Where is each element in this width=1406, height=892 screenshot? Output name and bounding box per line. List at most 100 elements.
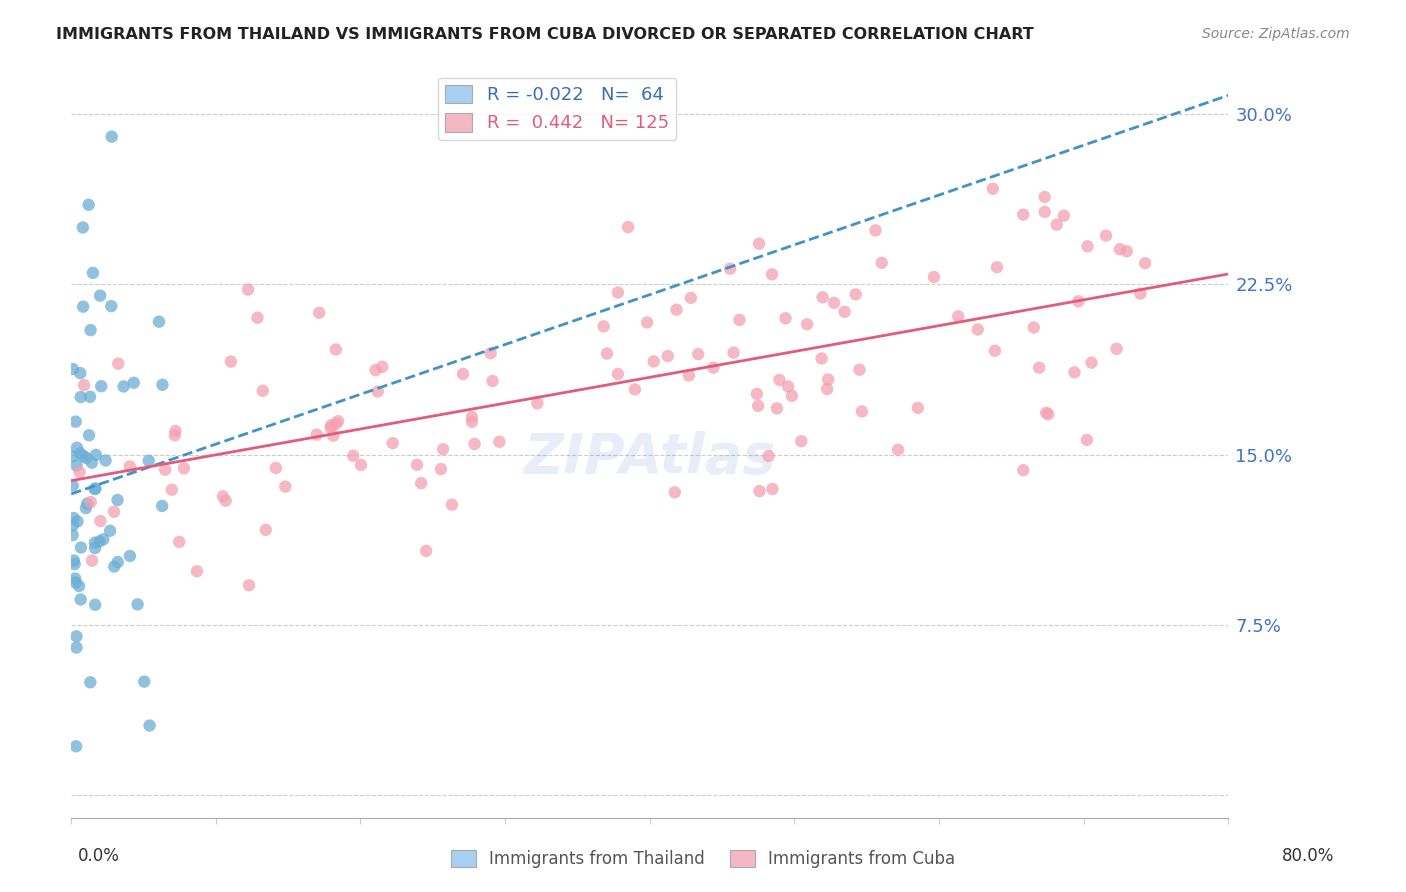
Point <box>728 313 751 327</box>
Point <box>643 354 665 368</box>
Point <box>89 288 111 302</box>
Point <box>62 528 84 542</box>
Point <box>173 461 195 475</box>
Point <box>163 428 186 442</box>
Point <box>1035 406 1057 420</box>
Point <box>79 323 101 337</box>
Point <box>986 260 1008 275</box>
Point <box>103 559 125 574</box>
Point <box>342 449 364 463</box>
Point <box>94 453 117 467</box>
Point <box>274 479 297 493</box>
Point <box>66 818 89 832</box>
Point <box>766 401 789 416</box>
Point <box>350 458 373 472</box>
Point <box>1012 463 1035 477</box>
Point <box>62 518 84 533</box>
Point <box>107 357 129 371</box>
Point <box>848 362 870 376</box>
Point <box>65 458 87 473</box>
Point <box>1046 218 1069 232</box>
Point <box>236 283 259 297</box>
Legend: Immigrants from Thailand, Immigrants from Cuba: Immigrants from Thailand, Immigrants fro… <box>444 843 962 875</box>
Point <box>62 450 84 464</box>
Point <box>148 315 170 329</box>
Point <box>69 366 91 380</box>
Point <box>165 424 187 438</box>
Point <box>72 220 94 235</box>
Point <box>488 434 510 449</box>
Point <box>103 505 125 519</box>
Point <box>325 417 347 431</box>
Point <box>63 557 86 571</box>
Text: 0.0%: 0.0% <box>77 847 120 864</box>
Point <box>305 427 328 442</box>
Point <box>745 387 768 401</box>
Point <box>1053 209 1076 223</box>
Point <box>325 343 347 357</box>
Point <box>440 498 463 512</box>
Point <box>75 450 97 465</box>
Point <box>607 367 630 381</box>
Point <box>679 291 702 305</box>
Point <box>775 311 797 326</box>
Point <box>69 390 91 404</box>
Point <box>215 493 238 508</box>
Point <box>69 465 91 479</box>
Point <box>778 379 800 393</box>
Point <box>636 315 658 329</box>
Point <box>664 485 686 500</box>
Point <box>84 598 107 612</box>
Point <box>91 533 114 547</box>
Point <box>411 476 433 491</box>
Point <box>65 640 87 655</box>
Point <box>69 592 91 607</box>
Point <box>65 415 87 429</box>
Point <box>865 223 887 237</box>
Point <box>79 390 101 404</box>
Point <box>948 310 970 324</box>
Point <box>790 434 813 449</box>
Point <box>702 360 724 375</box>
Text: 80.0%: 80.0% <box>1281 847 1334 864</box>
Point <box>70 541 93 555</box>
Point <box>65 739 87 754</box>
Point <box>1033 205 1056 219</box>
Point <box>984 343 1007 358</box>
Point <box>89 514 111 528</box>
Point <box>90 379 112 393</box>
Point <box>67 579 90 593</box>
Point <box>1105 342 1128 356</box>
Point <box>62 362 84 376</box>
Point <box>138 718 160 732</box>
Point <box>62 478 84 492</box>
Point <box>84 535 107 549</box>
Point <box>118 459 141 474</box>
Point <box>1033 190 1056 204</box>
Point <box>219 354 242 368</box>
Point <box>688 347 710 361</box>
Point <box>747 399 769 413</box>
Point <box>481 374 503 388</box>
Point <box>1108 242 1130 256</box>
Point <box>761 482 783 496</box>
Point <box>138 453 160 467</box>
Point <box>83 482 105 496</box>
Point <box>84 541 107 555</box>
Point <box>264 461 287 475</box>
Point <box>526 396 548 410</box>
Point <box>100 129 122 144</box>
Point <box>254 523 277 537</box>
Legend: R = -0.022   N=  64, R =  0.442   N= 125: R = -0.022 N= 64, R = 0.442 N= 125 <box>439 78 676 140</box>
Point <box>118 549 141 563</box>
Point <box>617 220 640 235</box>
Point <box>367 384 389 399</box>
Point <box>817 372 839 386</box>
Point <box>606 285 628 300</box>
Point <box>406 458 429 472</box>
Point <box>84 448 107 462</box>
Point <box>1022 320 1045 334</box>
Point <box>84 482 107 496</box>
Point <box>321 418 343 433</box>
Point <box>73 378 96 392</box>
